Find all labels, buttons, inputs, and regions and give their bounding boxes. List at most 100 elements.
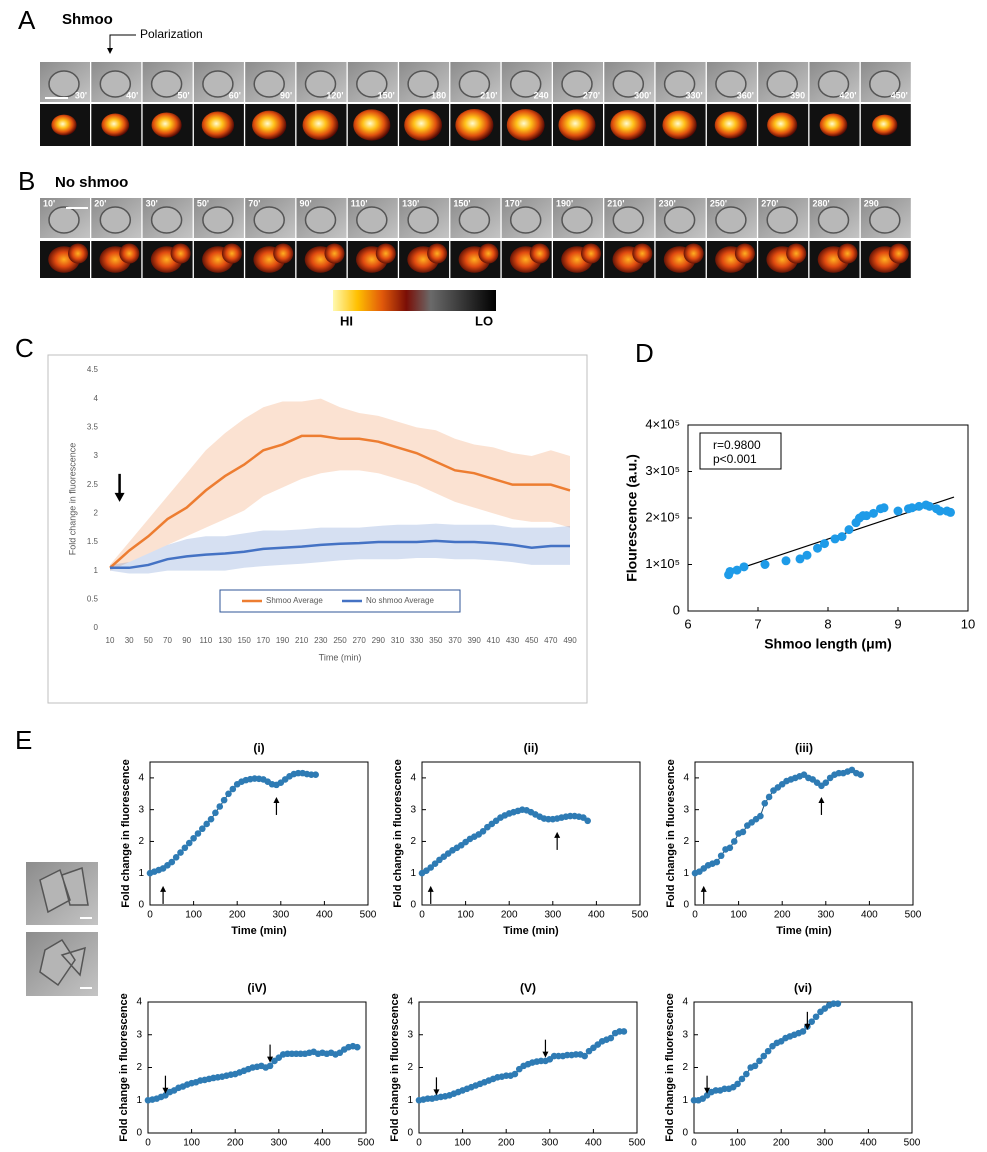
y-tick-label: 3 <box>682 1029 688 1040</box>
time-label: 60' <box>229 90 241 100</box>
y-tick-label: 4 <box>682 997 688 1008</box>
y-tick-label: 4 <box>136 997 142 1008</box>
x-tick-label: 370 <box>448 636 462 645</box>
plot-frame <box>694 761 914 906</box>
fluorescence-signal <box>558 109 596 141</box>
cell-outline <box>304 206 337 234</box>
y-tick-label: 1 <box>683 868 689 879</box>
cell-outline <box>304 70 337 98</box>
x-tick-label: 10 <box>106 636 115 645</box>
data-point <box>862 511 871 521</box>
chart: Time (min) Fold change in fluorescence 0 0.… <box>67 365 577 662</box>
time-label: 290 <box>864 198 879 208</box>
y-tick-label: 0 <box>407 1128 413 1139</box>
data-point <box>172 854 180 861</box>
cell-images <box>26 862 98 996</box>
x-tick-label: 230 <box>314 636 328 645</box>
x-tick-label: 200 <box>229 910 246 921</box>
x-tick-label: 200 <box>773 1138 790 1149</box>
annotation: r=0.9800 <box>713 438 761 452</box>
legend-label: No shmoo Average <box>366 596 434 605</box>
data-point <box>177 849 184 856</box>
fluorescence-signal <box>506 109 545 141</box>
data-point <box>869 508 878 518</box>
panel-c-frame <box>47 354 588 704</box>
data-point <box>760 560 770 569</box>
fluorescence-signal <box>819 113 848 137</box>
time-label: 30' <box>75 90 87 100</box>
data-point <box>479 827 487 835</box>
data-point <box>185 839 193 847</box>
fluorescence-signal <box>252 110 287 140</box>
data-point <box>194 830 202 837</box>
data-point <box>266 1062 274 1070</box>
data-point <box>427 864 435 871</box>
data-point <box>732 565 742 575</box>
fluorescence-signal <box>324 243 345 264</box>
y-tick-label: 3.5 <box>87 422 99 431</box>
y-tick-label: 1 <box>136 1095 142 1106</box>
x-tick-label: 250 <box>333 636 347 645</box>
x-tick-label: 490 <box>563 636 577 645</box>
annotation: p<0.001 <box>713 452 757 466</box>
panel-label: A <box>18 5 36 35</box>
time-label: 150' <box>453 198 470 208</box>
y-tick-label: 1 <box>407 1095 413 1106</box>
cell-outline <box>48 206 80 234</box>
time-label: 50' <box>197 198 209 208</box>
cell-outline <box>99 206 132 234</box>
cell-outline <box>766 206 798 234</box>
x-tick-label: 430 <box>506 636 520 645</box>
x-tick-label: 70 <box>163 636 172 645</box>
cell-outline <box>150 206 183 234</box>
y-tick-label: 3 <box>138 804 144 815</box>
arrow-head <box>267 1056 274 1063</box>
time-label: 300' <box>634 90 651 100</box>
x-tick-label: 6 <box>684 616 691 631</box>
fluorescence-signal <box>68 243 88 264</box>
cell-outline <box>663 206 696 234</box>
fluorescence-signal <box>478 243 499 264</box>
arrow-head <box>554 831 561 838</box>
y-tick-label: 4.5 <box>87 365 99 374</box>
x-tick-label: 200 <box>501 910 518 921</box>
data-point <box>946 507 955 517</box>
y-tick-label: 3×10⁵ <box>645 463 680 478</box>
data-point <box>756 1057 763 1065</box>
y-axis-label: Fold change in fluorescence <box>664 993 676 1142</box>
data-point <box>822 779 830 786</box>
x-axis-label: Shmoo length (μm) <box>764 636 892 652</box>
y-tick-label: 2×10⁵ <box>645 509 680 524</box>
x-tick-label: 9 <box>894 616 901 631</box>
arrow-head <box>542 1051 549 1058</box>
time-label: 210' <box>607 198 624 208</box>
data-point <box>781 556 791 566</box>
data-point <box>220 796 228 804</box>
chart-title: (iii) <box>795 741 813 755</box>
chart: (vi)Time (min)Fold change in fluorescenc… <box>664 981 921 1149</box>
y-tick-label: 4×10⁵ <box>645 416 680 431</box>
chart: (iV)Time (min)Fold change in fluorescenc… <box>118 981 375 1149</box>
data-point <box>830 534 840 544</box>
x-tick-label: 100 <box>183 1138 200 1149</box>
time-label: 330' <box>685 90 702 100</box>
data-point <box>216 803 224 810</box>
y-tick-label: 3 <box>410 804 416 815</box>
data-point <box>757 812 764 820</box>
x-axis-label: Time (min) <box>503 925 559 937</box>
polarization-arrow <box>109 34 136 52</box>
x-tick-label: 100 <box>729 1138 746 1149</box>
x-tick-label: 130 <box>218 636 232 645</box>
panel-label: D <box>635 338 654 368</box>
y-tick-label: 0 <box>673 602 680 617</box>
time-label: 50' <box>177 90 189 100</box>
x-tick-label: 8 <box>824 616 831 631</box>
x-axis-label: Time (min) <box>231 925 287 937</box>
chart-title: (ii) <box>524 741 539 755</box>
plot-frame <box>149 761 369 906</box>
data-point <box>765 793 773 801</box>
x-tick-label: 500 <box>629 1138 646 1149</box>
colorbar-low: LO <box>475 313 493 328</box>
y-axis-label: Fold change in fluorescence <box>389 993 401 1142</box>
